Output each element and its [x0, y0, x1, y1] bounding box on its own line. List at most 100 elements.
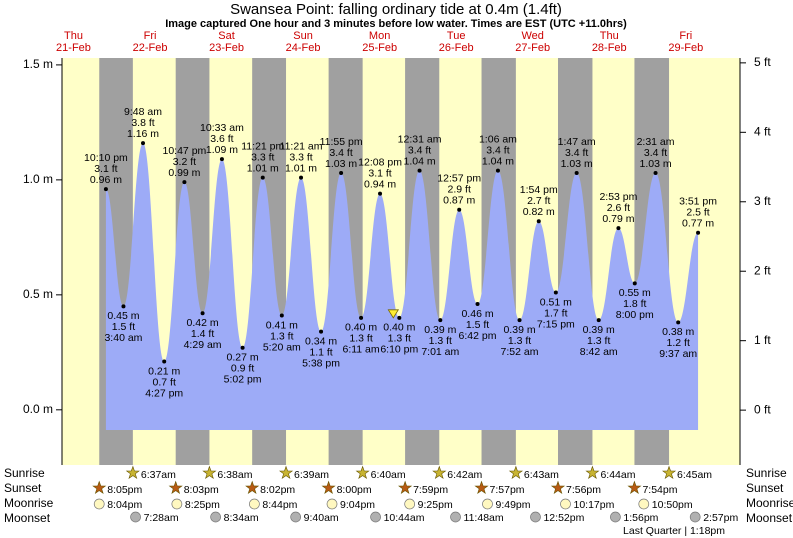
- extreme-label: 8:00 pm: [616, 309, 654, 321]
- extreme-label: 1.03 m: [639, 158, 671, 170]
- extreme-point: [200, 311, 205, 316]
- extreme-label: 1.5 ft: [466, 319, 489, 331]
- sunset-time: 8:03pm: [184, 484, 219, 496]
- extreme-point: [517, 318, 522, 323]
- extreme-label: 1.2 ft: [667, 337, 690, 349]
- extreme-label: 0.7 ft: [153, 376, 176, 388]
- sunrise-icon: [508, 465, 523, 480]
- extreme-label: 1.16 m: [127, 128, 159, 140]
- y-tick-label: 1.5 m: [23, 57, 53, 71]
- extreme-label: 5:38 pm: [302, 357, 340, 369]
- sunset-time: 7:56pm: [566, 484, 601, 496]
- moonset-time: 2:57pm: [703, 512, 738, 524]
- moonset-icon: [290, 511, 302, 523]
- extreme-label: 0.27 m: [227, 352, 259, 364]
- moonset-icon: [530, 511, 541, 523]
- sunrise-icon: [202, 465, 217, 480]
- extreme-label: 1.4 ft: [191, 328, 214, 340]
- extreme-label: 9:37 am: [659, 348, 697, 360]
- row-label: Moonset: [746, 511, 793, 525]
- extreme-label: 0.77 m: [682, 218, 714, 230]
- extreme-point: [438, 318, 443, 323]
- sunset-time: 8:05pm: [107, 484, 142, 496]
- extreme-label: 3:51 pm: [679, 196, 717, 208]
- moonset-time: 9:40am: [304, 512, 339, 524]
- extreme-label: 0.39 m: [583, 324, 615, 336]
- sunrise-time: 6:38am: [217, 469, 252, 481]
- extreme-label: 5:20 am: [263, 341, 301, 353]
- extreme-label: 9:48 am: [124, 106, 162, 118]
- sunrise-icon: [355, 465, 370, 480]
- extreme-point: [417, 168, 422, 173]
- row-label: Sunset: [4, 481, 42, 495]
- sunrise-icon: [432, 465, 447, 480]
- extreme-point: [279, 313, 284, 318]
- row-label: Moonrise: [4, 496, 54, 510]
- moonset-time: 11:48am: [464, 512, 504, 524]
- extreme-point: [378, 191, 383, 196]
- sunset-time: 8:02pm: [260, 484, 295, 496]
- extreme-label: 0.9 ft: [231, 363, 254, 375]
- extreme-label: 6:11 am: [342, 344, 379, 356]
- day-name: Wed: [521, 30, 543, 42]
- extreme-label: 3.3 ft: [289, 151, 312, 163]
- y2-tick-label: 4 ft: [754, 124, 771, 138]
- extreme-point: [574, 170, 579, 175]
- moonrise-time: 9:04pm: [340, 499, 375, 511]
- extreme-label: 7:52 am: [501, 346, 539, 358]
- chart-title: Swansea Point: falling ordinary tide at …: [230, 1, 562, 18]
- extreme-point: [319, 329, 324, 334]
- extreme-point: [359, 315, 364, 320]
- row-label: Sunrise: [746, 466, 787, 480]
- extreme-point: [339, 170, 344, 175]
- sunrise-icon: [279, 465, 294, 480]
- extreme-label: 3.4 ft: [644, 147, 667, 159]
- day-name: Tue: [447, 30, 466, 42]
- extreme-label: 3.3 ft: [251, 151, 274, 163]
- extreme-label: 0.34 m: [305, 335, 337, 347]
- y2-tick-label: 2 ft: [754, 263, 771, 277]
- extreme-label: 1.3 ft: [349, 333, 372, 345]
- moonrise-icon: [404, 498, 416, 510]
- row-label: Sunset: [746, 481, 784, 495]
- extreme-label: 11:21 pm: [241, 140, 284, 152]
- sunrise-icon: [125, 465, 140, 480]
- tide-area: [105, 143, 699, 430]
- extreme-label: 3.4 ft: [408, 144, 431, 156]
- y-tick-label: 0.5 m: [23, 287, 53, 301]
- extreme-label: 6:42 pm: [459, 330, 497, 342]
- extreme-label: 11:21 am: [280, 140, 323, 152]
- moonrise-time: 9:49pm: [495, 499, 530, 511]
- extreme-label: 0.94 m: [364, 178, 396, 190]
- moonrise-time: 8:25pm: [185, 499, 220, 511]
- moonrise-icon: [482, 498, 493, 510]
- extreme-label: 1:54 pm: [520, 184, 558, 196]
- sunset-icon: [321, 480, 336, 495]
- extreme-label: 3.8 ft: [131, 117, 154, 129]
- extreme-label: 0.79 m: [602, 213, 634, 225]
- moonrise-icon: [171, 498, 183, 510]
- sunrise-icon: [662, 465, 677, 480]
- extreme-label: 10:33 am: [200, 122, 244, 134]
- moonset-time: 10:44am: [384, 512, 425, 524]
- moonrise-icon: [326, 498, 338, 510]
- extreme-label: 1.09 m: [206, 144, 238, 156]
- day-name: Sat: [218, 30, 235, 42]
- sunset-icon: [550, 480, 566, 495]
- moonset-time: 12:52pm: [543, 512, 584, 524]
- extreme-label: 0.51 m: [540, 296, 572, 308]
- extreme-label: 5:02 pm: [224, 374, 262, 386]
- extreme-label: 0.46 m: [461, 308, 493, 320]
- moonrise-icon: [638, 498, 650, 510]
- extreme-point: [536, 219, 541, 224]
- extreme-label: 4:29 am: [184, 339, 222, 351]
- row-label: Moonrise: [746, 496, 793, 510]
- moonrise-time: 10:50pm: [652, 499, 693, 511]
- extreme-label: 8:42 am: [580, 346, 618, 358]
- extreme-label: 0.87 m: [443, 195, 475, 207]
- moonset-icon: [370, 511, 381, 523]
- extreme-point: [240, 345, 245, 350]
- moonrise-time: 10:17pm: [573, 499, 614, 511]
- sunset-time: 7:57pm: [490, 484, 525, 496]
